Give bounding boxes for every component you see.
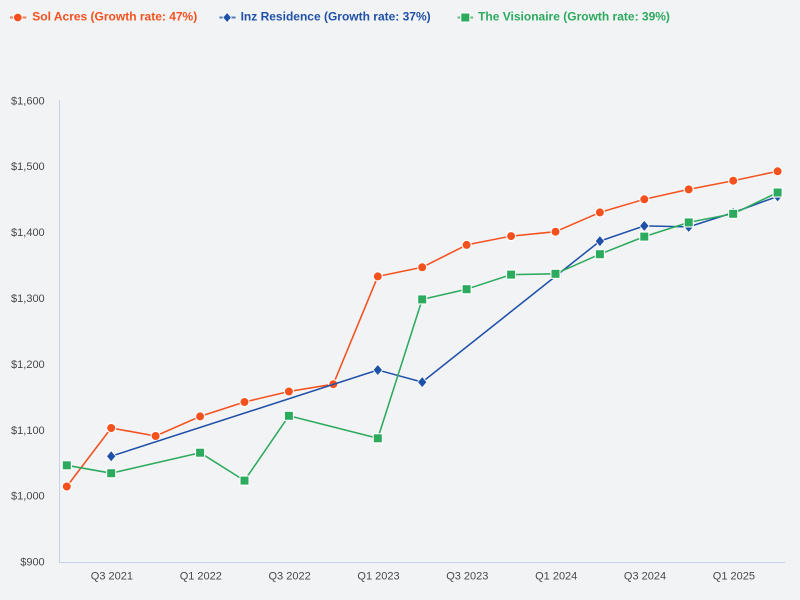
svg-text:$1,100: $1,100 xyxy=(11,425,45,437)
svg-text:Q1 2023: Q1 2023 xyxy=(357,571,399,583)
svg-text:The Visionaire (Growth rate: 3: The Visionaire (Growth rate: 39%) xyxy=(478,10,670,24)
svg-text:$1,000: $1,000 xyxy=(11,491,45,503)
svg-text:$1,500: $1,500 xyxy=(11,161,45,173)
svg-text:Q3 2021: Q3 2021 xyxy=(91,571,133,583)
svg-text:Q3 2024: Q3 2024 xyxy=(624,571,666,583)
svg-text:Sol Acres (Growth rate: 47%): Sol Acres (Growth rate: 47%) xyxy=(32,10,197,24)
svg-text:Q3 2022: Q3 2022 xyxy=(268,571,310,583)
svg-text:Q3 2023: Q3 2023 xyxy=(446,571,488,583)
svg-text:Q1 2024: Q1 2024 xyxy=(535,571,577,583)
svg-text:Q1 2022: Q1 2022 xyxy=(180,571,222,583)
svg-text:Q1 2025: Q1 2025 xyxy=(713,571,755,583)
svg-text:$1,400: $1,400 xyxy=(11,227,45,239)
svg-text:Inz Residence (Growth rate: 37: Inz Residence (Growth rate: 37%) xyxy=(241,10,431,24)
svg-text:$1,200: $1,200 xyxy=(11,359,45,371)
svg-text:$900: $900 xyxy=(20,557,44,569)
svg-text:$1,300: $1,300 xyxy=(11,293,45,305)
svg-text:$1,600: $1,600 xyxy=(11,95,45,107)
